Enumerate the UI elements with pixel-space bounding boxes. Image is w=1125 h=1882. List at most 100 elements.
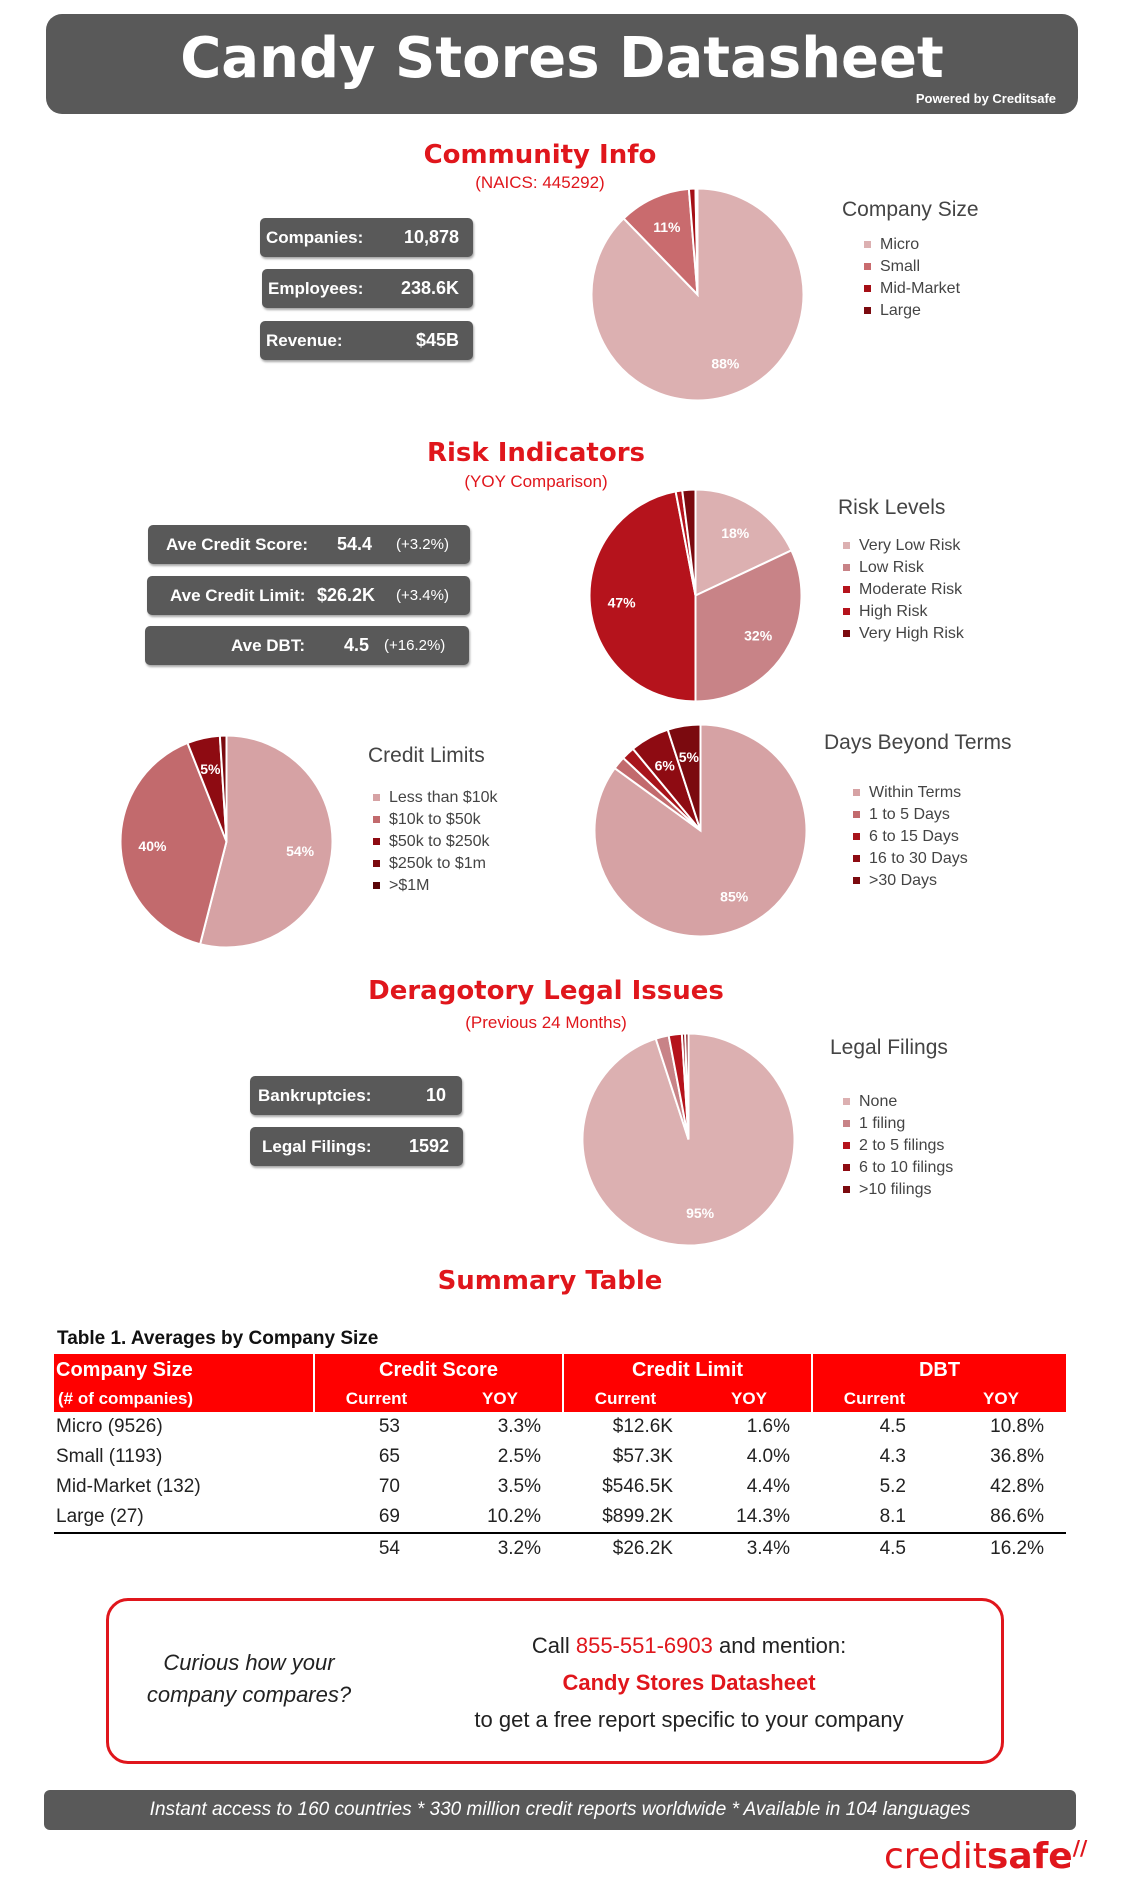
legend-title: Credit Limits — [368, 744, 485, 767]
table-cell: 4.5 — [879, 1416, 906, 1437]
table-cell: 2.5% — [497, 1446, 541, 1467]
legend-label: $10k to $50k — [389, 811, 481, 828]
legend-label: Moderate Risk — [859, 581, 963, 598]
stat-dbt: Ave DBT: 4.5 (+16.2%) — [145, 626, 469, 665]
legal-subtitle: (Previous 24 Months) — [465, 1013, 627, 1032]
pie-data-label: 88% — [711, 355, 740, 371]
legend-item: $50k to $250k — [373, 831, 498, 853]
legend-swatch — [853, 877, 860, 884]
table-row: Micro (9526) 53 3.3% $12.6K 1.6% 4.5 10.8% — [54, 1412, 1066, 1442]
callout-question-line: company compares? — [146, 1682, 352, 1707]
legend-item: >$1M — [373, 875, 498, 897]
table-cell: 8.1 — [879, 1506, 906, 1527]
pie-data-label: 54% — [286, 843, 315, 859]
legend-label: Very High Risk — [859, 625, 964, 642]
pie-slice — [694, 488, 793, 598]
total-cell: 54 — [378, 1538, 400, 1559]
days-beyond-terms-legend: Within Terms 1 to 5 Days 6 to 15 Days 16 to… — [853, 782, 968, 892]
callout-mention: and mention: — [718, 1633, 847, 1658]
legend-item: $250k to $1m — [373, 853, 498, 875]
legend-swatch — [843, 1142, 850, 1149]
callout-box: Curious how your company compares? Call … — [106, 1598, 1004, 1764]
stat-label: Ave Credit Score: — [166, 535, 309, 554]
stat-employees: Employees: 238.6K — [262, 269, 473, 308]
legend-swatch — [843, 1164, 850, 1171]
footer-banner: Instant access to 160 countries * 330 mi… — [44, 1790, 1076, 1830]
pie-slice — [198, 734, 334, 949]
legend-swatch — [864, 285, 871, 292]
legend-swatch — [864, 263, 871, 270]
stat-label: Ave DBT: — [231, 636, 305, 655]
community-subtitle: (NAICS: 445292) — [475, 173, 605, 192]
days-beyond-terms-pie: 85% 6%5% — [593, 723, 808, 938]
legend-swatch — [373, 816, 380, 823]
legend-swatch — [853, 811, 860, 818]
legal-title: Deragotory Legal Issues — [368, 976, 724, 1006]
legend-label: >$1M — [389, 877, 430, 894]
pie-data-label: 95% — [686, 1205, 715, 1221]
legend-label: 16 to 30 Days — [869, 850, 968, 867]
table-cell: 69 — [378, 1506, 400, 1527]
table-cell: 4.0% — [746, 1446, 790, 1467]
legend-item: $10k to $50k — [373, 809, 498, 831]
credit-limits-pie: 54% 40% 5% — [119, 734, 334, 949]
table-row: Large (27) 69 10.2% $899.2K 14.3% 8.1 86.6% — [54, 1502, 1066, 1533]
table-cell: 36.8% — [990, 1446, 1044, 1467]
legend-swatch — [373, 794, 380, 801]
legal-filings-pie: 95% — [581, 1032, 796, 1247]
table-cell: 3.5% — [497, 1476, 541, 1497]
table-cell: 65 — [378, 1446, 400, 1467]
stat-yoy: (+16.2%) — [384, 637, 446, 654]
summary-table: Company Size Credit Score Credit Limit D… — [54, 1354, 1066, 1564]
pie-data-label: 85% — [720, 889, 749, 905]
phone-number[interactable]: 855-551-6903 — [575, 1633, 713, 1658]
legend-item: 6 to 10 filings — [843, 1157, 953, 1179]
table-cell: Micro (9526) — [56, 1416, 163, 1437]
risk-levels-pie: 18% 32% 47% — [588, 488, 803, 703]
total-cell: 16.2% — [990, 1538, 1044, 1559]
header-yoy: YOY — [438, 1386, 564, 1412]
creditsafe-logo: creditsafe// — [884, 1836, 1087, 1877]
pie-data-label: 5% — [679, 749, 700, 765]
legend-label: $250k to $1m — [389, 855, 486, 872]
table-cell: 10.2% — [487, 1506, 541, 1527]
stat-label: Revenue: — [266, 331, 343, 350]
table-cell: $57.3K — [612, 1446, 673, 1467]
pie-slice — [666, 723, 702, 831]
legend-label: Large — [880, 302, 921, 319]
legend-title: Days Beyond Terms — [824, 731, 1012, 754]
header-yoy: YOY — [936, 1386, 1066, 1412]
legend-label: High Risk — [859, 603, 928, 620]
stat-value: 4.5 — [344, 635, 370, 655]
legend-item: 16 to 30 Days — [853, 848, 968, 870]
table-cell: 10.8% — [990, 1416, 1044, 1437]
legend-swatch — [373, 838, 380, 845]
table-cell: 4.4% — [746, 1476, 790, 1497]
header-banner: Candy Stores Datasheet Powered by Credit… — [46, 14, 1078, 114]
callout-question: Curious how your company compares? — [129, 1647, 369, 1711]
legend-label: Micro — [880, 236, 920, 253]
legend-label: Low Risk — [859, 559, 924, 576]
table-cell: 3.3% — [497, 1416, 541, 1437]
stat-value: $26.2K — [317, 585, 376, 605]
total-cell: 3.4% — [746, 1538, 790, 1559]
legend-item: High Risk — [843, 601, 964, 623]
pie-slice — [694, 187, 699, 295]
pie-data-label: 6% — [655, 757, 676, 773]
pie-data-label: 40% — [138, 838, 167, 854]
table-cell: $12.6K — [612, 1416, 673, 1437]
legend-item: 2 to 5 filings — [843, 1135, 953, 1157]
legend-swatch — [843, 542, 850, 549]
legend-label: None — [859, 1093, 898, 1110]
legend-swatch — [843, 630, 850, 637]
legend-label: Mid-Market — [880, 280, 961, 297]
stat-credit-score: Ave Credit Score: 54.4 (+3.2%) — [148, 525, 470, 564]
legend-swatch — [843, 1098, 850, 1105]
legend-item: >30 Days — [853, 870, 968, 892]
header-yoy: YOY — [687, 1386, 813, 1412]
stat-legal-filings: Legal Filings: 1592 — [250, 1127, 463, 1166]
legend-item: Micro — [864, 234, 960, 256]
logo-text-credit: credit — [884, 1836, 987, 1877]
pie-data-label: 5% — [200, 761, 221, 777]
stat-companies: Companies: 10,878 — [260, 218, 473, 257]
